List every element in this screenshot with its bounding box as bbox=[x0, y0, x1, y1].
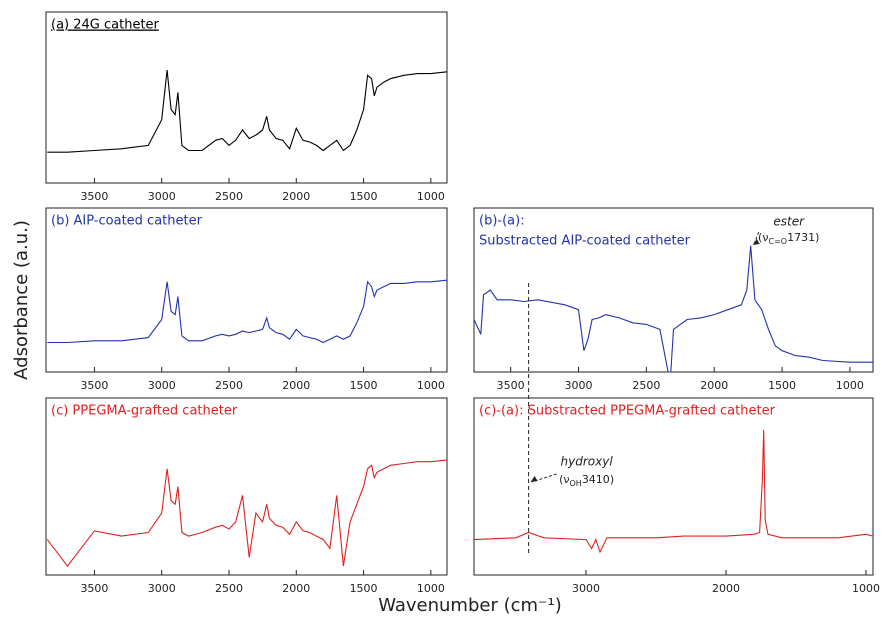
panel-title: (c)-(a): Substracted PPEGMA-grafted cath… bbox=[479, 404, 776, 419]
panel-subtitle: Substracted AIP-coated catheter bbox=[479, 234, 691, 249]
spectrum-line bbox=[473, 429, 874, 554]
annotation-wavenumber: 3410 bbox=[582, 473, 610, 486]
x-tick-label: 1500 bbox=[350, 190, 378, 203]
annotation-subscript: OH bbox=[570, 479, 582, 488]
x-tick-label: 3000 bbox=[148, 379, 176, 392]
x-tick-label: 3000 bbox=[572, 582, 600, 595]
x-tick-label: 1500 bbox=[768, 379, 796, 392]
annotation-close: ) bbox=[610, 473, 614, 486]
annotation-label: hydroxyl bbox=[561, 455, 614, 469]
x-tick-label: 2000 bbox=[282, 190, 310, 203]
panel-title: (c) PPEGMA-grafted catheter bbox=[51, 404, 238, 419]
x-tick-label: 3500 bbox=[80, 379, 108, 392]
plot-frame bbox=[45, 397, 448, 576]
annotation-wavenumber: 1731 bbox=[787, 231, 815, 244]
arrow-head bbox=[752, 239, 760, 245]
x-tick-label: 3500 bbox=[80, 582, 108, 595]
panel-title: (a) 24G catheter bbox=[51, 18, 160, 33]
annotation-detail: (νC=O1731) bbox=[758, 231, 819, 246]
panel-title: (b)-(a): bbox=[479, 214, 525, 229]
annotation-subscript: C=O bbox=[768, 237, 787, 246]
x-tick-label: 3500 bbox=[497, 379, 525, 392]
x-tick-label: 2000 bbox=[282, 379, 310, 392]
x-tick-label: 2000 bbox=[712, 582, 740, 595]
plot-frame bbox=[473, 207, 874, 373]
spectrum-line bbox=[46, 459, 448, 568]
x-tick-label: 1000 bbox=[417, 190, 445, 203]
x-tick-label: 3000 bbox=[148, 582, 176, 595]
x-tick-label: 3500 bbox=[80, 190, 108, 203]
x-tick-label: 1000 bbox=[852, 582, 880, 595]
annotation-close: ) bbox=[815, 231, 819, 244]
annotation-detail: (νOH3410) bbox=[559, 473, 614, 488]
x-tick-label: 2500 bbox=[632, 379, 660, 392]
x-tick-label: 2000 bbox=[282, 582, 310, 595]
x-tick-label: 1500 bbox=[350, 379, 378, 392]
x-tick-label: 1000 bbox=[836, 379, 864, 392]
arrow-head bbox=[530, 476, 538, 482]
x-tick-label: 2500 bbox=[215, 379, 243, 392]
plot-frame bbox=[45, 207, 448, 373]
panel-title: (b) AIP-coated catheter bbox=[51, 214, 203, 229]
x-tick-label: 2000 bbox=[700, 379, 728, 392]
annotation-symbol: (ν bbox=[758, 231, 768, 244]
spectrum-line bbox=[473, 245, 873, 373]
y-axis-label: Adsorbance (a.u.) bbox=[11, 220, 32, 380]
annotation-symbol: (ν bbox=[559, 473, 569, 486]
x-tick-label: 3000 bbox=[148, 190, 176, 203]
x-axis-label: Wavenumber (cm⁻¹) bbox=[378, 595, 562, 616]
x-tick-label: 1000 bbox=[417, 582, 445, 595]
plot-frame bbox=[473, 397, 874, 576]
spectrum-line bbox=[47, 70, 448, 153]
x-tick-label: 3000 bbox=[565, 379, 593, 392]
x-tick-label: 1000 bbox=[417, 379, 445, 392]
x-tick-label: 2500 bbox=[215, 190, 243, 203]
x-tick-label: 1500 bbox=[350, 582, 378, 595]
plot-frame bbox=[45, 11, 448, 184]
x-tick-label: 2500 bbox=[215, 582, 243, 595]
spectrum-line bbox=[47, 279, 448, 344]
annotation-label: ester bbox=[773, 215, 805, 229]
